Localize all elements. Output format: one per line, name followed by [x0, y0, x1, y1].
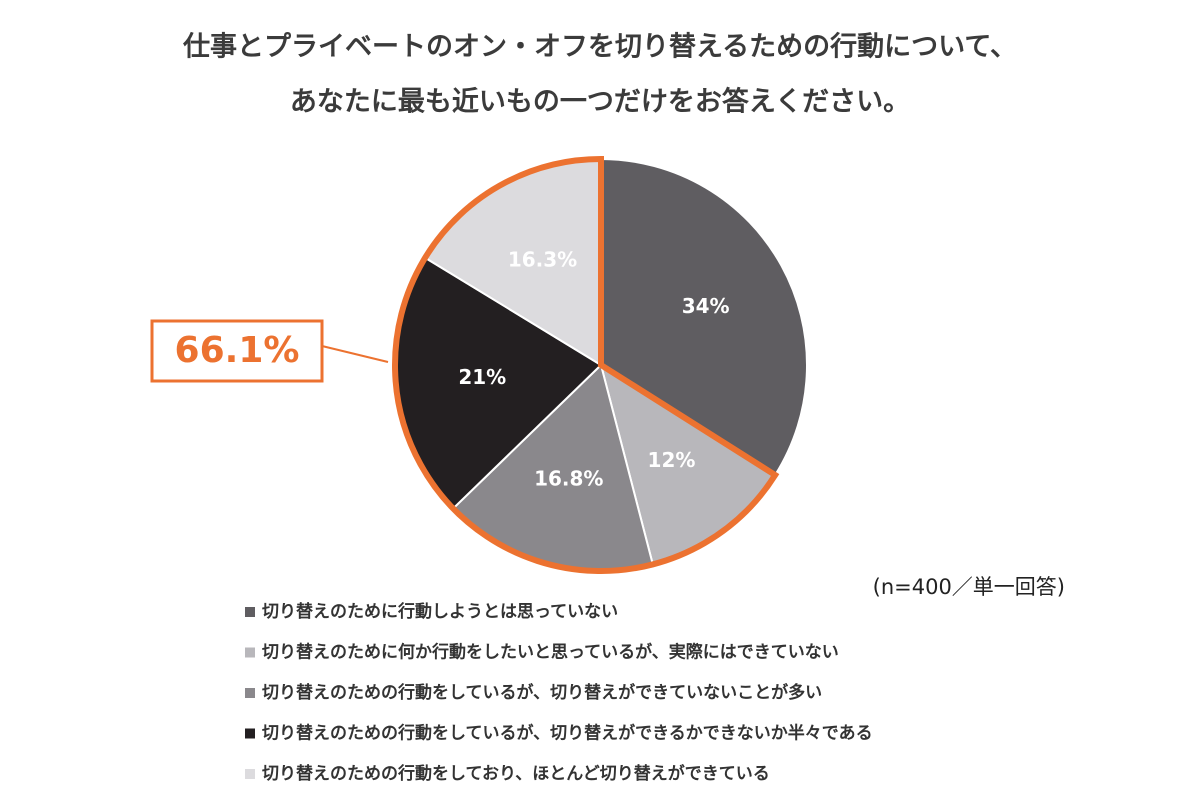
annotation-box — [150, 319, 324, 383]
chart-title: あなたに最も近いもの一つだけをお答えください。 — [290, 86, 910, 118]
legend-label: 切り替えのために何か行動をしたいと思っているが、実際にはできていない — [262, 642, 839, 663]
chart-title: 仕事とプライベートのオン・オフを切り替えるための行動について、 — [182, 31, 1017, 63]
highlight-outline — [392, 155, 780, 574]
data-label: 16.3% — [508, 247, 577, 271]
legend-swatch — [245, 688, 255, 698]
legend-swatch — [245, 647, 255, 658]
data-label: 12% — [648, 448, 696, 472]
data-label: 21% — [458, 365, 506, 389]
annotation: 66.1% — [175, 330, 300, 371]
annotation-connector — [321, 345, 389, 363]
legend-label: 切り替えのための行動をしているが、切り替えができるかできないか半々である — [262, 723, 873, 744]
legend-label: 切り替えのために行動しようとは思っていない — [262, 601, 618, 622]
legend-swatch — [245, 728, 255, 739]
legend-label: 切り替えのための行動をしており、ほとんど切り替えができている — [262, 763, 770, 784]
legend-swatch — [245, 769, 255, 779]
note: (n=400／単一回答) — [873, 575, 1065, 599]
data-label: 16.8% — [534, 467, 603, 491]
data-label: 34% — [682, 294, 730, 318]
legend-swatch — [245, 607, 255, 617]
legend-label: 切り替えのための行動をしているが、切り替えができていないことが多い — [262, 682, 822, 703]
